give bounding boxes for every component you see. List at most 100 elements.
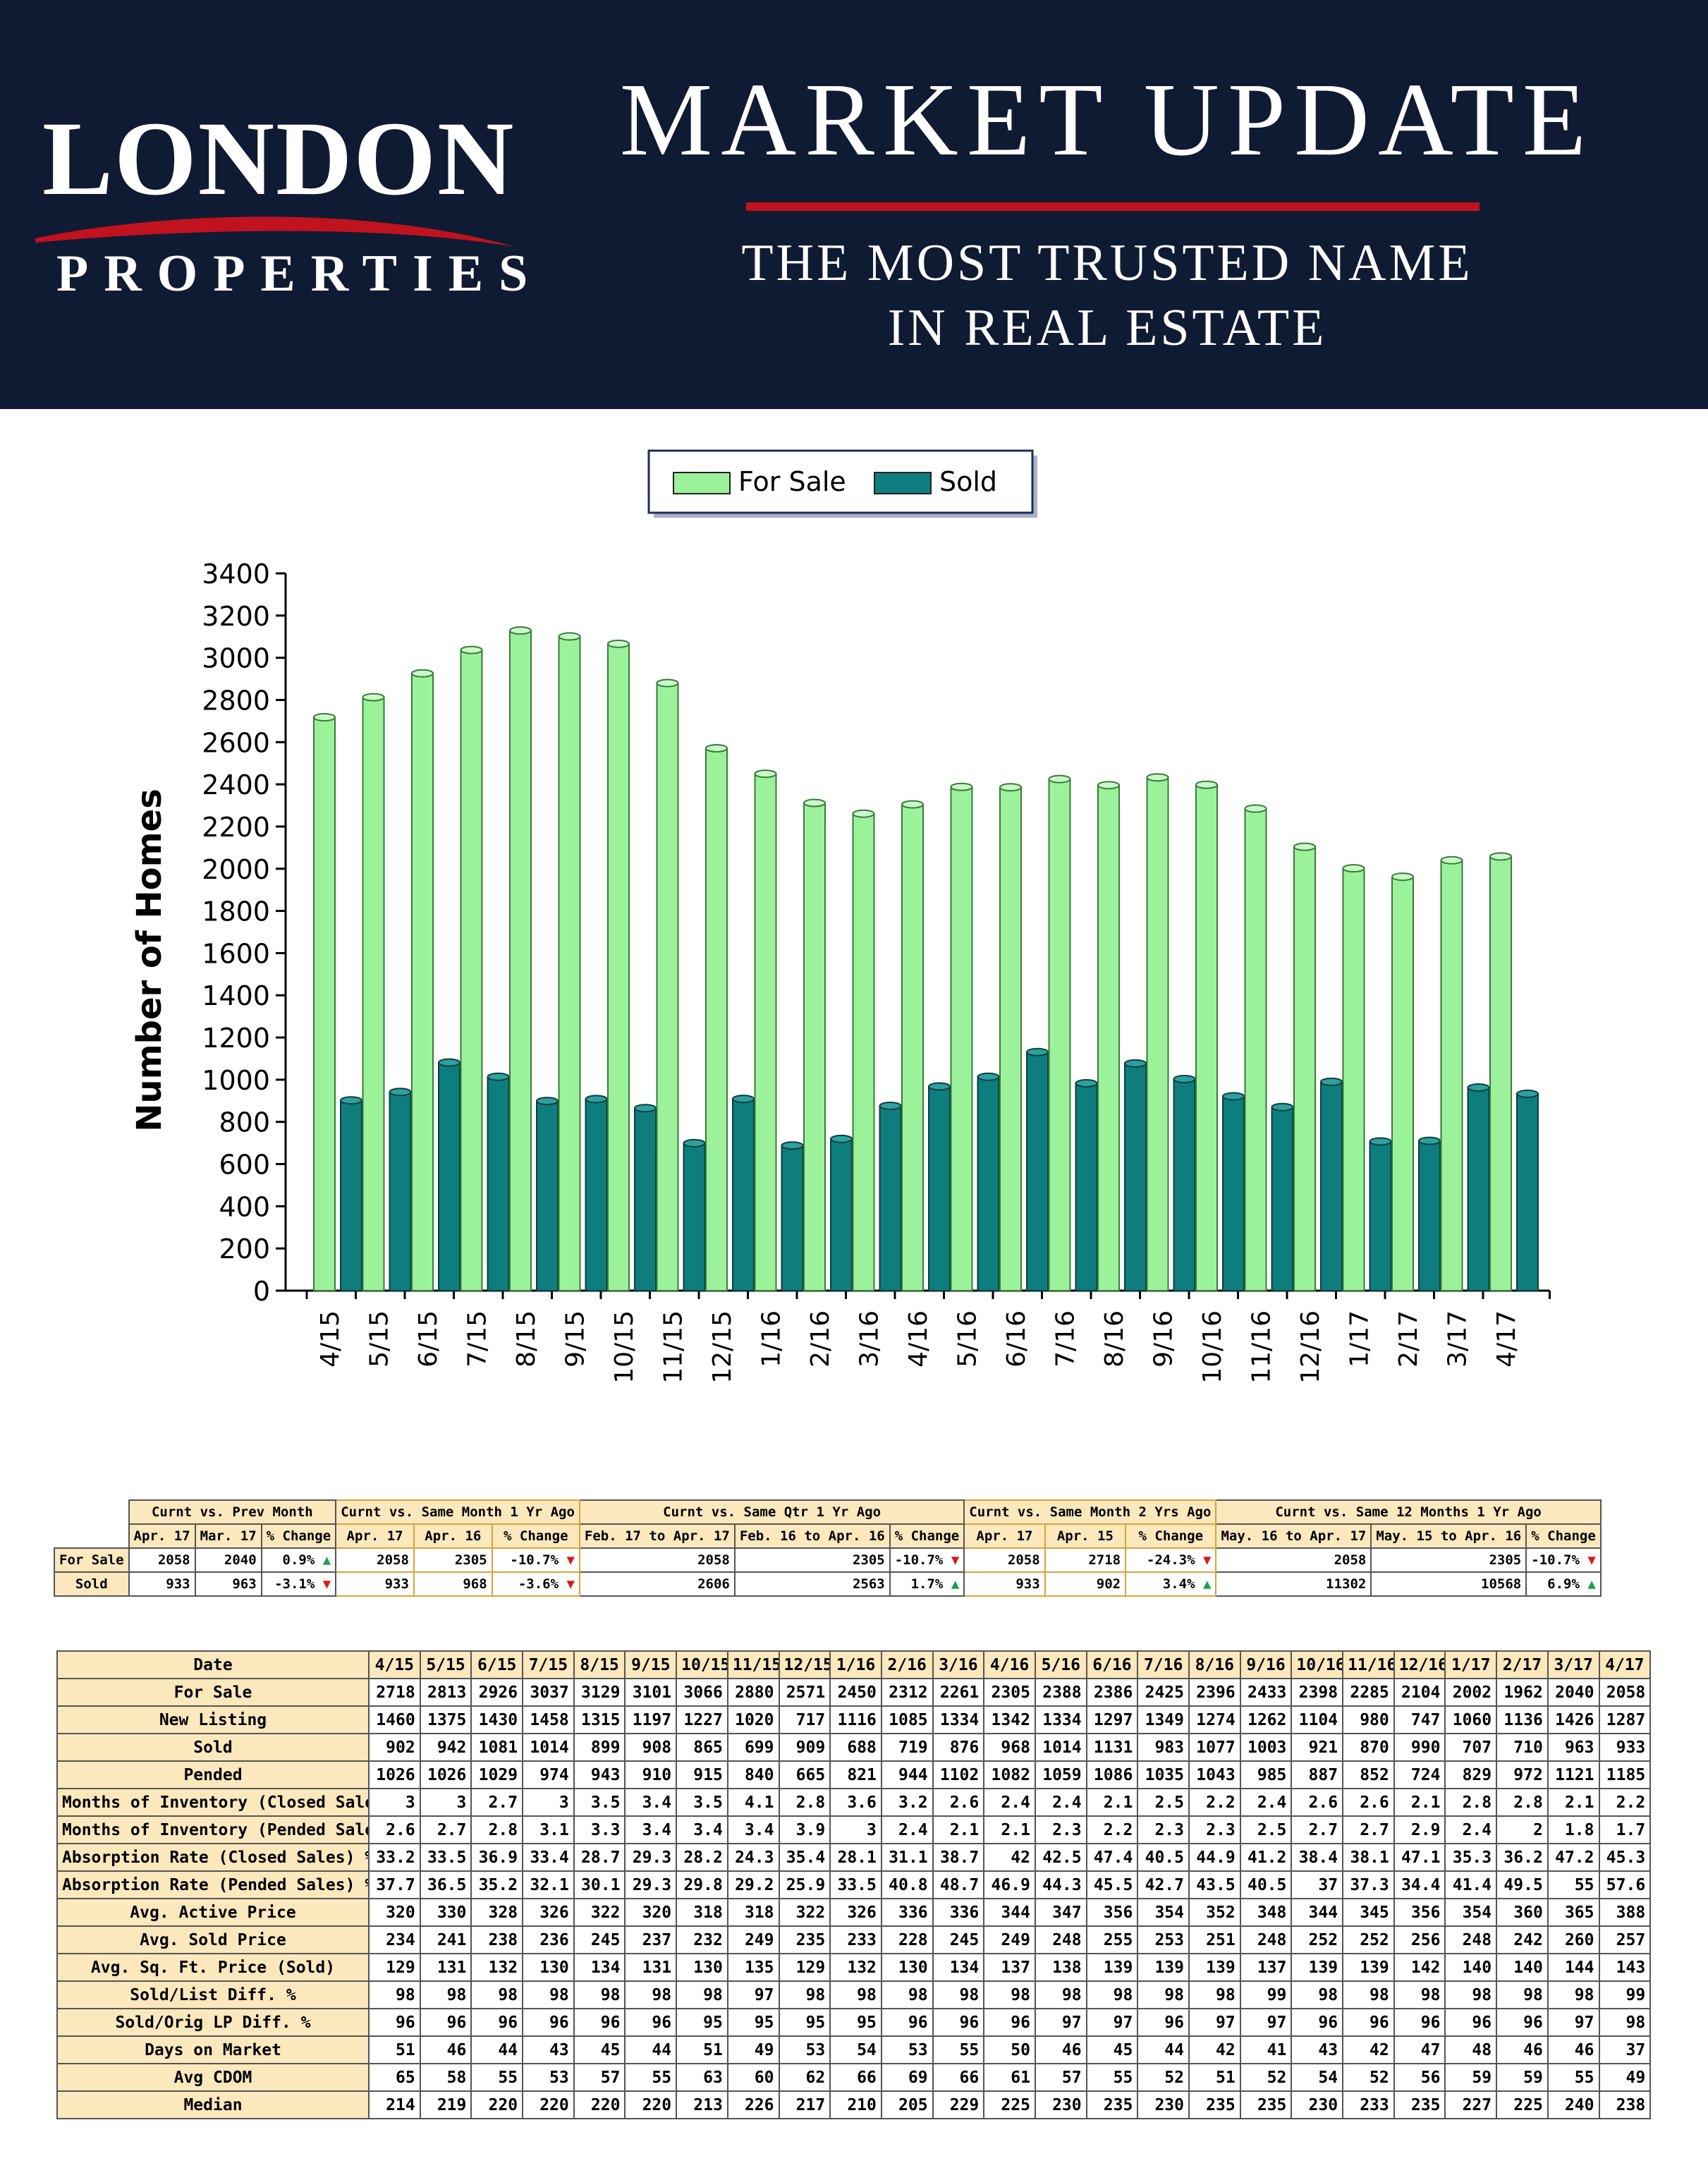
summary-cell: 2305	[413, 1547, 493, 1573]
detail-column-header: 8/15	[573, 1650, 626, 1679]
detail-cell: 95	[829, 2008, 882, 2037]
detail-cell: 2.5	[1137, 1788, 1190, 1817]
sold-bar-cap	[1418, 1136, 1441, 1145]
for-sale-bar	[460, 649, 483, 1291]
detail-cell: 134	[932, 1953, 985, 1982]
detail-cell: 53	[778, 2035, 831, 2064]
detail-cell: 99	[1239, 1980, 1293, 2009]
detail-cell: 3.9	[778, 1815, 831, 1844]
detail-row-label: Absorption Rate (Closed Sales) %	[56, 1843, 370, 1872]
arrow-down-icon: ▼	[315, 1576, 331, 1592]
arrow-up-icon: ▲	[315, 1552, 331, 1568]
detail-row: Avg CDOM 65 58 55 53 57 55 63 60 62 66 69 66 61 57 55 52…	[56, 2063, 1652, 2092]
detail-cell: 724	[1393, 1760, 1446, 1789]
x-tick-label: 12/16	[1296, 1310, 1325, 1384]
detail-cell: 55	[624, 2063, 678, 2092]
detail-cell: 230	[1137, 2090, 1190, 2119]
summary-column-header: % Change	[1525, 1523, 1602, 1549]
detail-cell: 58	[419, 2063, 472, 2092]
sold-bar-cap	[830, 1134, 853, 1143]
detail-cell: 36.2	[1496, 1843, 1549, 1872]
detail-cell: 46	[1547, 2035, 1600, 2064]
y-tick-label: 2400	[202, 769, 270, 800]
y-tick-label: 3200	[202, 601, 270, 632]
detail-cell: 45.5	[1085, 1870, 1139, 1899]
detail-cell: 322	[778, 1898, 831, 1927]
sold-bar	[1173, 1078, 1196, 1291]
detail-cell: 98	[1444, 1980, 1498, 2009]
detail-cell: 129	[778, 1953, 831, 1982]
detail-cell: 1077	[1188, 1733, 1241, 1762]
for-sale-bar-cap	[803, 798, 826, 808]
detail-row: Median 214 219 220 220 220 220 213 226 217 210 205 2…	[56, 2090, 1652, 2119]
detail-cell: 344	[983, 1898, 1036, 1927]
for-sale-bar	[1391, 876, 1414, 1291]
sold-bar	[1369, 1140, 1392, 1291]
detail-cell: 1.7	[1598, 1815, 1652, 1844]
summary-cell: 2058	[128, 1547, 196, 1573]
detail-cell: 2	[1496, 1815, 1549, 1844]
detail-column-header: 2/17	[1496, 1650, 1549, 1679]
detail-cell: 2.1	[1393, 1788, 1446, 1817]
detail-cell: 29.3	[624, 1870, 678, 1899]
sold-bar	[781, 1145, 804, 1291]
detail-cell: 1297	[1085, 1705, 1139, 1734]
detail-cell: 97	[1034, 2008, 1087, 2037]
for-sale-bar	[411, 672, 434, 1292]
detail-cell: 55	[1085, 2063, 1139, 2092]
detail-cell: 52	[1137, 2063, 1190, 2092]
summary-cell: 10568	[1370, 1571, 1527, 1597]
detail-cell: 2.8	[778, 1788, 831, 1817]
for-sale-bar	[558, 635, 581, 1292]
detail-cell: 248	[1444, 1925, 1498, 1954]
detail-cell: 220	[470, 2090, 524, 2119]
detail-cell: 3101	[624, 1678, 678, 1707]
summary-group-header: Curnt vs. Same Qtr 1 Yr Ago	[578, 1499, 965, 1525]
detail-cell: 2.8	[470, 1815, 524, 1844]
detail-cell: 97	[1085, 2008, 1139, 2037]
summary-cell: -24.3% ▼	[1125, 1547, 1217, 1573]
detail-cell: 33.5	[419, 1843, 472, 1872]
summary-cell: 2718	[1044, 1547, 1127, 1573]
x-tick-label: 9/16	[1149, 1310, 1178, 1368]
logo-wordmark: LONDON	[42, 100, 516, 217]
sold-bar	[438, 1061, 460, 1291]
detail-cell: 1116	[829, 1705, 882, 1734]
detail-cell: 1962	[1496, 1678, 1549, 1707]
detail-cell: 336	[932, 1898, 985, 1927]
summary-cell: 2058	[963, 1547, 1046, 1573]
detail-cell: 1460	[368, 1705, 421, 1734]
detail-cell: 1315	[573, 1705, 626, 1734]
detail-cell: 69	[880, 2063, 934, 2092]
detail-cell: 2305	[983, 1678, 1036, 1707]
page-title: MARKET UPDATE	[619, 62, 1595, 178]
sold-bar-cap	[585, 1095, 608, 1104]
detail-cell: 55	[932, 2035, 985, 2064]
for-sale-bar	[705, 747, 728, 1292]
for-sale-bar	[1146, 777, 1169, 1291]
summary-group-header: Curnt vs. Same 12 Months 1 Yr Ago	[1215, 1499, 1602, 1525]
detail-cell: 66	[829, 2063, 882, 2092]
summary-column-header: Feb. 16 to Apr. 16	[733, 1523, 891, 1549]
summary-column-header: May. 15 to Apr. 16	[1370, 1523, 1527, 1549]
sold-bar	[389, 1091, 412, 1292]
detail-cell: 139	[1342, 1953, 1395, 1982]
detail-cell: 57	[1034, 2063, 1087, 2092]
detail-cell: 225	[983, 2090, 1036, 2119]
detail-cell: 37.7	[368, 1870, 421, 1899]
detail-cell: 98	[778, 1980, 831, 2009]
x-tick-label: 9/15	[561, 1310, 590, 1368]
arrow-up-icon: ▲	[1195, 1576, 1212, 1592]
detail-cell: 96	[1342, 2008, 1395, 2037]
detail-row-label: Months of Inventory (Pended Sales)	[56, 1815, 370, 1844]
sold-bar	[634, 1107, 657, 1291]
detail-cell: 248	[1034, 1925, 1087, 1954]
detail-cell: 96	[624, 2008, 678, 2037]
detail-cell: 3	[419, 1788, 472, 1817]
detail-row: Days on Market 51 46 44 43 45 44 51 49 53 54 53 55 50…	[56, 2035, 1652, 2064]
detail-cell: 232	[676, 1925, 728, 1954]
detail-cell: 318	[676, 1898, 728, 1927]
detail-cell: 65	[368, 2063, 421, 2092]
for-sale-bar-cap	[656, 678, 679, 688]
sold-bar-cap	[1467, 1083, 1490, 1092]
